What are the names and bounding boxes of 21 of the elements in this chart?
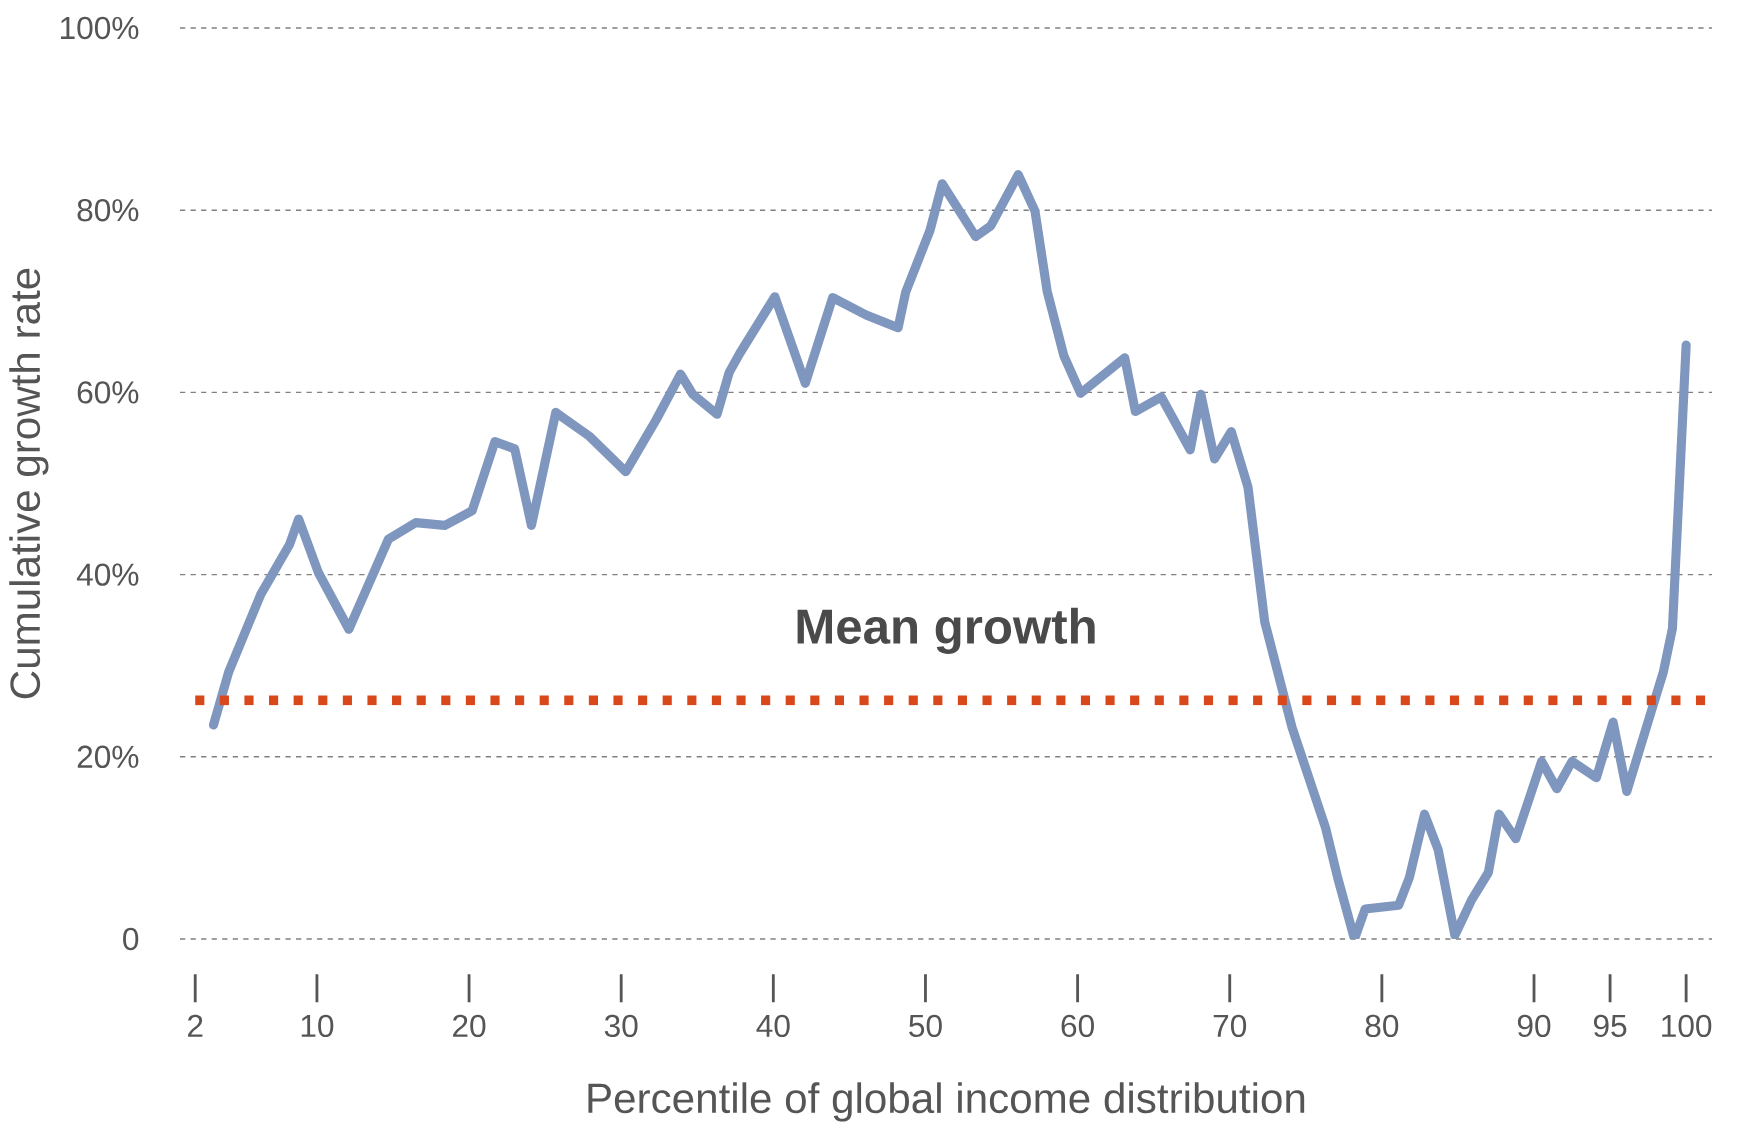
y-axis-title: Cumulative growth rate [9, 268, 49, 699]
y-tick-label: 20% [77, 745, 139, 769]
y-tick-label: 60% [77, 381, 139, 404]
y-tick-label: 40% [76, 563, 139, 586]
x-tick-label: 2 [188, 1014, 203, 1037]
y-tick-label: 100% [60, 16, 139, 40]
x-tick-label: 95 [1593, 1014, 1627, 1038]
x-axis-title: Percentile of global income distribution [588, 1082, 1305, 1122]
x-tick-label: 80 [1365, 1014, 1399, 1038]
x-tick-label: 100 [1662, 1014, 1712, 1038]
x-tick-label: 70 [1213, 1014, 1247, 1038]
x-tick-label: 50 [909, 1014, 942, 1038]
y-tick-label: 0 [123, 927, 139, 951]
x-tick-label: 60 [1061, 1014, 1094, 1038]
x-tick-label: 30 [604, 1014, 638, 1038]
x-tick-label: 40 [756, 1014, 790, 1038]
ref-line-label: Mean growth [797, 607, 1095, 654]
x-tick-label: 90 [1517, 1014, 1551, 1038]
x-tick-label: 20 [453, 1014, 486, 1038]
y-tick-label: 80% [77, 198, 139, 222]
x-tick-label: 10 [301, 1014, 334, 1038]
